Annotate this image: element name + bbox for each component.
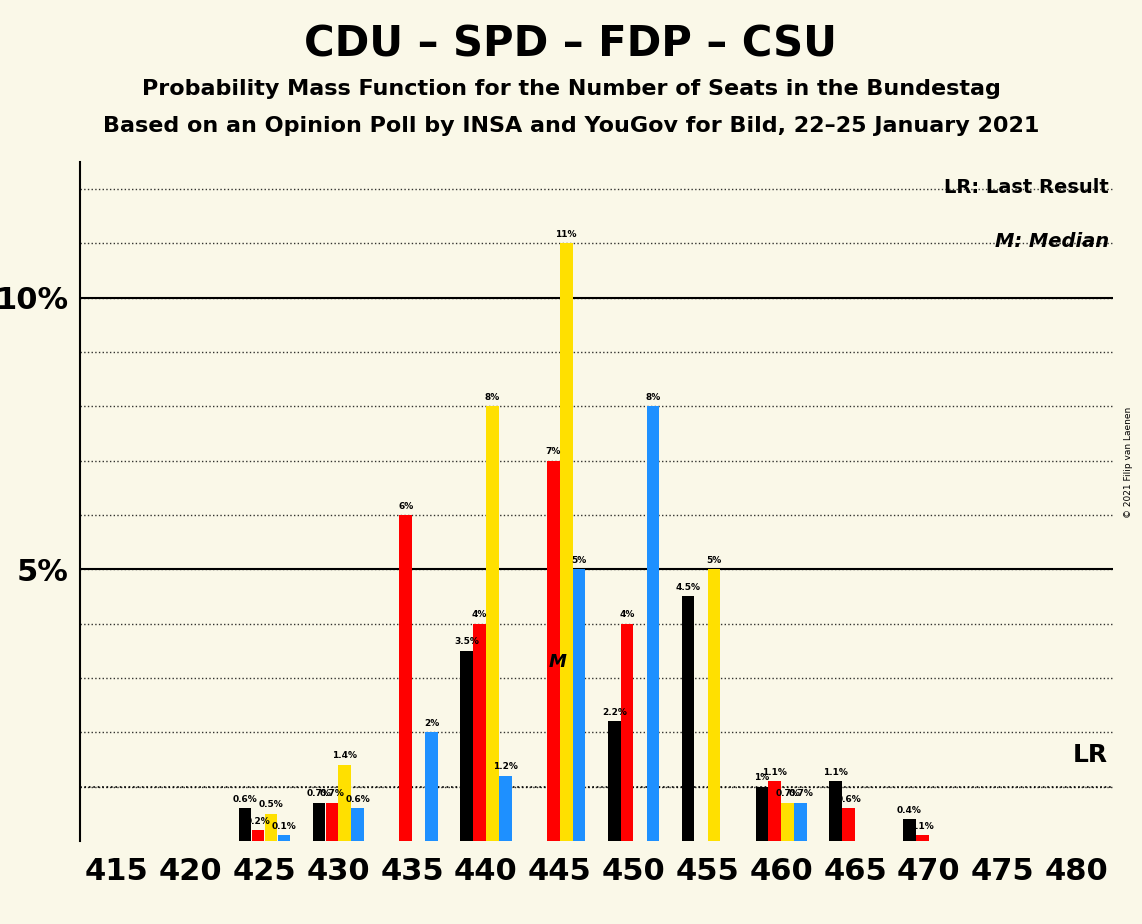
Text: © 2021 Filip van Laenen: © 2021 Filip van Laenen xyxy=(1124,407,1133,517)
Text: 6%: 6% xyxy=(399,502,413,510)
Bar xyxy=(547,460,560,841)
Text: 8%: 8% xyxy=(485,393,500,402)
Text: 0.7%: 0.7% xyxy=(775,789,801,798)
Bar xyxy=(843,808,855,841)
Text: Probability Mass Function for the Number of Seats in the Bundestag: Probability Mass Function for the Number… xyxy=(142,79,1000,99)
Text: 0.2%: 0.2% xyxy=(246,817,271,826)
Bar xyxy=(313,803,325,841)
Text: LR: Last Result: LR: Last Result xyxy=(944,178,1109,197)
Text: 1.1%: 1.1% xyxy=(823,768,849,777)
Text: 0.4%: 0.4% xyxy=(898,806,922,815)
Text: M: Median: M: Median xyxy=(995,232,1109,251)
Text: 0.7%: 0.7% xyxy=(306,789,331,798)
Text: 1%: 1% xyxy=(754,773,770,782)
Bar xyxy=(278,835,290,841)
Text: 4%: 4% xyxy=(619,610,635,619)
Text: 0.6%: 0.6% xyxy=(345,795,370,804)
Bar xyxy=(646,407,659,841)
Bar xyxy=(829,781,842,841)
Text: 1.2%: 1.2% xyxy=(493,762,517,772)
Text: 5%: 5% xyxy=(571,556,587,565)
Bar xyxy=(903,819,916,841)
Bar xyxy=(795,803,807,841)
Bar xyxy=(338,765,351,841)
Bar xyxy=(239,808,251,841)
Bar xyxy=(560,243,572,841)
Text: 0.5%: 0.5% xyxy=(258,800,283,809)
Bar xyxy=(682,596,694,841)
Bar xyxy=(769,781,781,841)
Bar xyxy=(608,722,620,841)
Text: Based on an Opinion Poll by INSA and YouGov for Bild, 22–25 January 2021: Based on an Opinion Poll by INSA and You… xyxy=(103,116,1039,136)
Bar xyxy=(621,624,634,841)
Text: 4.5%: 4.5% xyxy=(676,583,700,592)
Bar xyxy=(756,786,769,841)
Text: LR: LR xyxy=(1072,744,1108,768)
Bar xyxy=(486,407,499,841)
Bar xyxy=(473,624,485,841)
Text: 2.2%: 2.2% xyxy=(602,708,627,717)
Text: 8%: 8% xyxy=(645,393,660,402)
Text: 0.7%: 0.7% xyxy=(788,789,813,798)
Bar xyxy=(400,515,412,841)
Bar xyxy=(781,803,794,841)
Bar xyxy=(425,732,437,841)
Bar xyxy=(573,569,586,841)
Text: 4%: 4% xyxy=(472,610,488,619)
Bar xyxy=(251,830,264,841)
Text: 11%: 11% xyxy=(555,230,577,238)
Text: 0.6%: 0.6% xyxy=(836,795,861,804)
Bar xyxy=(499,775,512,841)
Text: 5%: 5% xyxy=(706,556,722,565)
Text: 3.5%: 3.5% xyxy=(455,638,478,646)
Text: 7%: 7% xyxy=(546,447,561,456)
Text: 0.1%: 0.1% xyxy=(272,822,296,831)
Bar xyxy=(325,803,338,841)
Bar xyxy=(352,808,364,841)
Text: 1.4%: 1.4% xyxy=(332,751,357,760)
Bar xyxy=(708,569,721,841)
Text: 1.1%: 1.1% xyxy=(763,768,787,777)
Text: 0.1%: 0.1% xyxy=(910,822,935,831)
Text: CDU – SPD – FDP – CSU: CDU – SPD – FDP – CSU xyxy=(305,23,837,65)
Text: 2%: 2% xyxy=(424,719,440,728)
Bar xyxy=(265,814,278,841)
Text: 0.6%: 0.6% xyxy=(233,795,257,804)
Bar xyxy=(460,650,473,841)
Bar xyxy=(916,835,928,841)
Text: M: M xyxy=(549,652,566,671)
Text: 0.7%: 0.7% xyxy=(320,789,344,798)
